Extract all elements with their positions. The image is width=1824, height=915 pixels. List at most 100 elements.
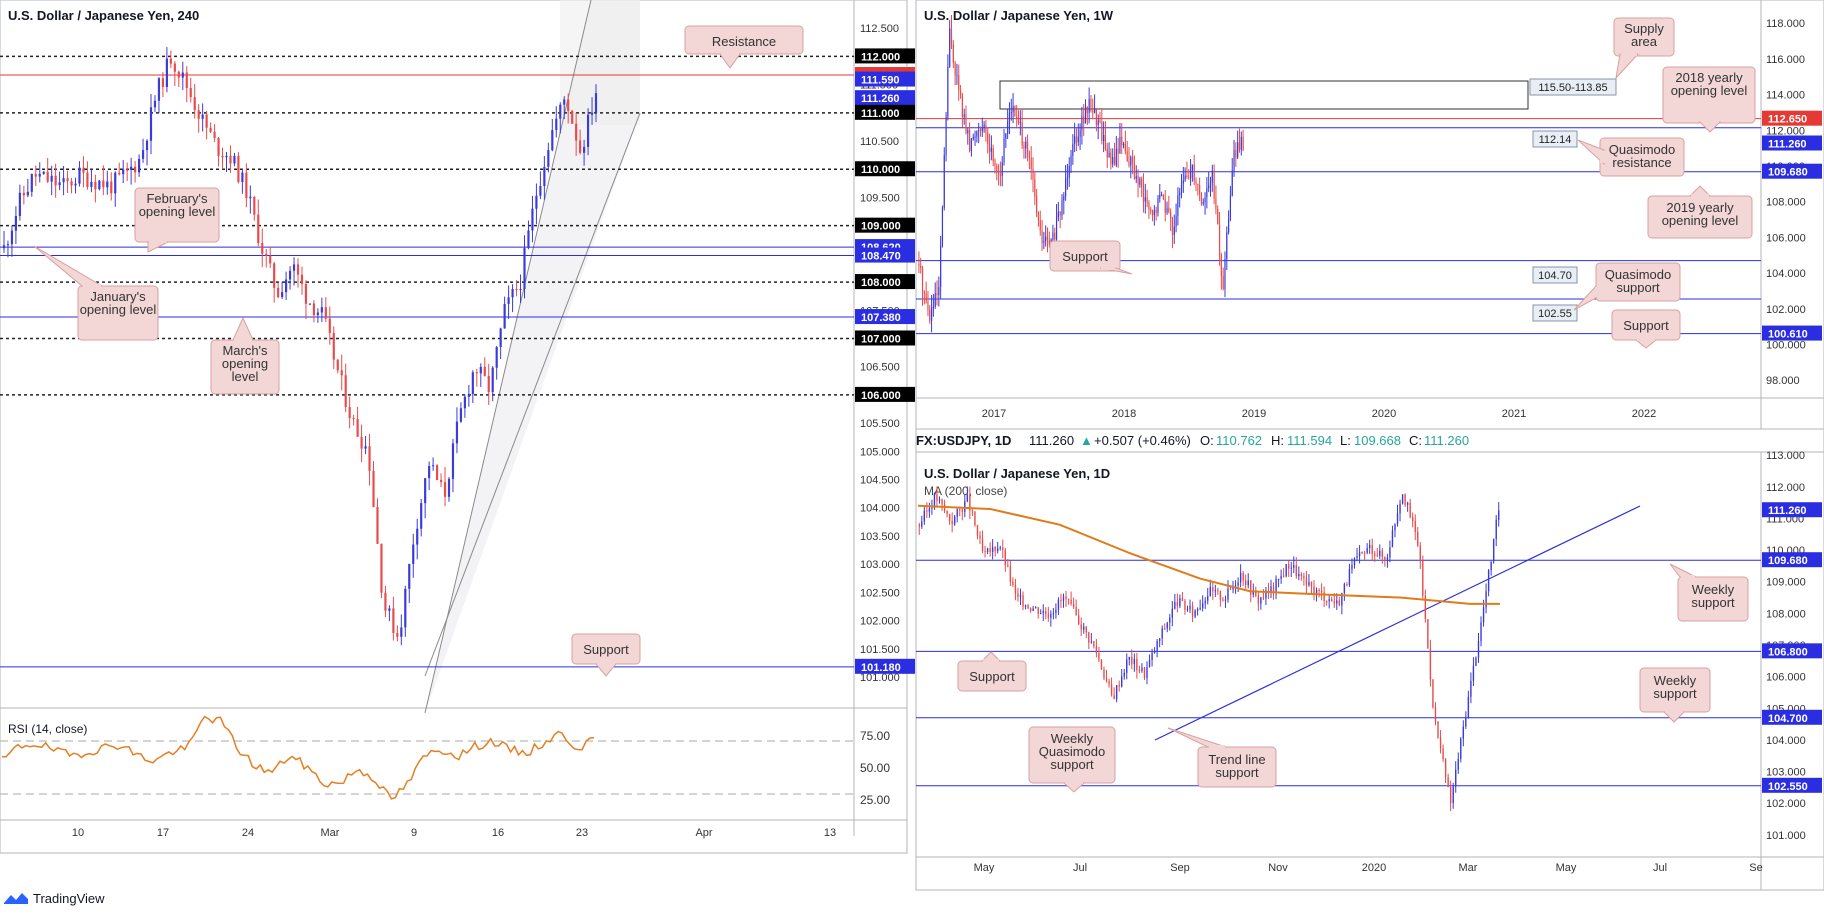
panel-daily: FX:USDJPY, 1D 111.260 ▲ +0.507 (+0.46%) … bbox=[915, 428, 1824, 891]
candle-body bbox=[372, 470, 375, 508]
daily-trend-line bbox=[1154, 505, 1641, 741]
candle-body bbox=[324, 307, 327, 319]
candle-body bbox=[1057, 599, 1060, 610]
daily-weekly-support-label: Weekly support bbox=[1691, 583, 1735, 610]
candle-body bbox=[1234, 585, 1237, 587]
candle-body bbox=[1475, 657, 1477, 666]
candle-body bbox=[435, 465, 439, 480]
candle-body bbox=[237, 155, 240, 183]
panel-daily-frame bbox=[915, 428, 1824, 891]
candle-body bbox=[1482, 607, 1485, 623]
candle-body bbox=[1103, 135, 1105, 142]
candle-body bbox=[1490, 561, 1492, 571]
h4-price-label: 110.000 bbox=[861, 164, 900, 176]
candle-body bbox=[1214, 590, 1217, 592]
candle-body bbox=[985, 124, 987, 133]
candle-body bbox=[1179, 598, 1181, 607]
candle-body bbox=[918, 524, 920, 527]
d1-y-tick: 104.000 bbox=[1766, 735, 1806, 747]
candle-body bbox=[992, 147, 994, 162]
candle-body bbox=[300, 274, 304, 285]
candle-body bbox=[1424, 595, 1427, 620]
candle-body bbox=[396, 632, 399, 637]
candle-body bbox=[205, 114, 208, 128]
candle-body bbox=[1356, 555, 1358, 558]
candle-body bbox=[1212, 587, 1214, 592]
candle-body bbox=[551, 130, 554, 151]
d1-y-tick: 106.000 bbox=[1766, 672, 1806, 684]
h4-y-tick: 109.500 bbox=[860, 192, 900, 204]
candle-body bbox=[970, 139, 973, 152]
candle-body bbox=[1427, 619, 1429, 649]
candle-body bbox=[1341, 593, 1343, 606]
candle-body bbox=[1295, 565, 1297, 577]
candle-body bbox=[1368, 544, 1371, 549]
candle-body bbox=[364, 446, 367, 449]
candle-body bbox=[1088, 632, 1090, 643]
candle-body bbox=[1032, 608, 1034, 611]
candle-body bbox=[921, 521, 923, 527]
candle-body bbox=[22, 192, 25, 196]
candle-body bbox=[78, 167, 81, 184]
candle-body bbox=[1003, 138, 1005, 163]
candle-body bbox=[1282, 575, 1285, 577]
candle-body bbox=[1250, 580, 1252, 595]
candle-body bbox=[1150, 209, 1152, 212]
candle-body bbox=[972, 136, 974, 140]
h4-march-callout: March's opening level bbox=[210, 316, 280, 395]
candle-body bbox=[1090, 99, 1092, 111]
candle-body bbox=[1139, 178, 1141, 185]
h4-march-label: March's opening level bbox=[221, 344, 269, 384]
candle-body bbox=[1318, 589, 1320, 591]
candle-body bbox=[926, 510, 928, 512]
d1-x-tick: May bbox=[974, 862, 995, 874]
d1-price-label: 111.260 bbox=[1768, 505, 1807, 517]
candle-body bbox=[1374, 553, 1376, 556]
candle-body bbox=[1404, 494, 1406, 505]
candle-body bbox=[971, 510, 974, 512]
candle-body bbox=[1130, 156, 1132, 166]
candle-body bbox=[988, 144, 991, 152]
candle-body bbox=[1215, 198, 1217, 209]
rsi-tick-25: 25.00 bbox=[860, 793, 890, 807]
candle-body bbox=[320, 307, 323, 313]
candle-body bbox=[936, 493, 938, 501]
candle-body bbox=[1115, 148, 1117, 166]
candle-body bbox=[938, 499, 941, 501]
candle-body bbox=[265, 253, 268, 256]
candle-body bbox=[535, 195, 538, 209]
candle-body bbox=[979, 535, 981, 539]
candle-body bbox=[923, 291, 925, 294]
daily-time-axis: May Jul Sep Nov 2020 Mar May Jul Se bbox=[974, 862, 1763, 874]
candle-body bbox=[1242, 136, 1244, 150]
candle-body bbox=[1118, 685, 1120, 687]
candle-body bbox=[1379, 550, 1381, 556]
candle-body bbox=[432, 465, 435, 467]
candle-body bbox=[1204, 197, 1206, 203]
daily-trendline-label: Trend line support bbox=[1208, 753, 1266, 780]
candle-body bbox=[1009, 566, 1012, 582]
w1-x-tick: 2018 bbox=[1112, 408, 1136, 420]
d1-price-label: 109.680 bbox=[1768, 555, 1808, 567]
candle-body bbox=[98, 180, 101, 190]
candle-body bbox=[201, 114, 204, 119]
candle-body bbox=[1208, 185, 1210, 189]
candle-body bbox=[1072, 144, 1074, 156]
tradingview-logo[interactable]: TradingView bbox=[4, 889, 105, 907]
candle-body bbox=[416, 528, 419, 545]
weekly-time-axis: 2017 2018 2019 2020 2021 2022 bbox=[982, 408, 1656, 420]
candle-body bbox=[547, 150, 550, 167]
d1-x-tick: Jul bbox=[1073, 862, 1087, 874]
candle-body bbox=[304, 284, 308, 304]
candle-body bbox=[507, 297, 510, 305]
candle-body bbox=[296, 264, 300, 275]
candle-body bbox=[590, 112, 594, 115]
candle-body bbox=[1121, 136, 1123, 146]
d1-y-tick: 109.000 bbox=[1766, 577, 1806, 589]
candle-body bbox=[1209, 587, 1211, 597]
d1-y-tick: 112.000 bbox=[1766, 482, 1805, 494]
candle-body bbox=[559, 104, 562, 119]
candle-body bbox=[1061, 200, 1063, 216]
candle-body bbox=[1495, 519, 1497, 540]
candle-body bbox=[996, 165, 998, 173]
